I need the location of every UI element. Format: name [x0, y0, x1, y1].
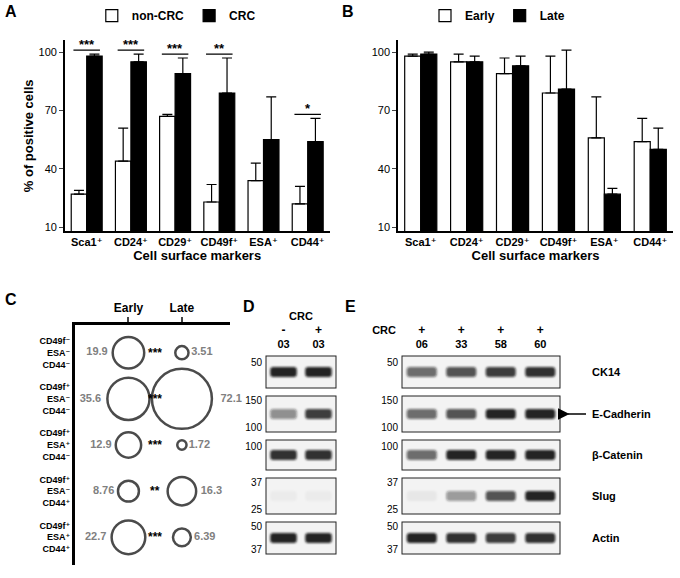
svg-text:100: 100 [245, 441, 262, 452]
svg-text:CD49f⁻ESA⁻CD44⁻: CD49f⁻ESA⁻CD44⁻ [39, 336, 70, 369]
svg-text:***: *** [148, 530, 162, 544]
svg-text:E: E [345, 298, 356, 315]
svg-text:19.9: 19.9 [86, 345, 107, 357]
svg-text:CD49f⁺ESA⁺CD44⁺: CD49f⁺ESA⁺CD44⁺ [39, 521, 70, 554]
svg-text:***: *** [148, 346, 162, 360]
svg-text:*: * [305, 101, 311, 116]
svg-text:100: 100 [372, 46, 390, 58]
svg-text:50: 50 [387, 521, 399, 532]
svg-text:37: 37 [251, 477, 263, 488]
svg-text:60: 60 [534, 338, 546, 350]
svg-text:100: 100 [245, 422, 262, 433]
svg-text:CD24⁺: CD24⁺ [114, 236, 148, 248]
svg-text:+: + [458, 323, 465, 337]
svg-text:CK14: CK14 [592, 366, 621, 378]
svg-text:35.6: 35.6 [80, 392, 101, 404]
svg-text:Actin: Actin [592, 532, 620, 544]
svg-text:***: *** [167, 41, 183, 56]
svg-text:+: + [315, 323, 322, 337]
svg-text:CD49f⁺ESA⁺CD44⁻: CD49f⁺ESA⁺CD44⁻ [39, 428, 70, 461]
svg-text:+: + [418, 323, 425, 337]
svg-text:Cell surface markers: Cell surface markers [133, 248, 261, 263]
svg-text:3.51: 3.51 [191, 345, 212, 357]
svg-text:Early: Early [114, 301, 144, 315]
svg-text:150: 150 [245, 395, 262, 406]
svg-text:25: 25 [387, 504, 399, 515]
svg-text:CD44⁺: CD44⁺ [633, 236, 667, 248]
svg-text:Slug: Slug [592, 490, 616, 502]
svg-text:D: D [243, 298, 255, 315]
svg-text:22.7: 22.7 [85, 530, 106, 542]
svg-text:CD49f⁺ESA⁻CD44⁺: CD49f⁺ESA⁻CD44⁺ [39, 475, 70, 508]
svg-text:40: 40 [378, 163, 390, 175]
svg-text:CD49f⁺: CD49f⁺ [201, 236, 239, 248]
svg-text:A: A [5, 3, 17, 20]
svg-text:**: ** [214, 41, 225, 56]
svg-text:100: 100 [39, 46, 57, 58]
svg-text:B: B [342, 3, 354, 20]
svg-text:Late: Late [540, 9, 565, 23]
svg-text:C: C [5, 291, 17, 308]
svg-text:50: 50 [251, 357, 263, 368]
svg-text:33: 33 [455, 338, 467, 350]
svg-text:Early: Early [465, 9, 495, 23]
svg-text:03: 03 [312, 338, 324, 350]
svg-text:-: - [282, 323, 286, 337]
svg-text:50: 50 [387, 357, 399, 368]
svg-text:100: 100 [381, 441, 398, 452]
svg-text:70: 70 [45, 104, 57, 116]
svg-text:CRC: CRC [372, 324, 396, 336]
svg-text:8.76: 8.76 [93, 484, 114, 496]
svg-text:100: 100 [381, 422, 398, 433]
svg-text:***: *** [148, 438, 162, 452]
svg-text:37: 37 [387, 477, 399, 488]
svg-text:Cell surface markers: Cell surface markers [472, 248, 600, 263]
svg-text:non-CRC: non-CRC [132, 9, 184, 23]
svg-text:58: 58 [495, 338, 507, 350]
svg-text:CD29⁺: CD29⁺ [496, 236, 530, 248]
svg-text:**: ** [150, 484, 160, 498]
svg-text:CD24⁺: CD24⁺ [450, 236, 484, 248]
svg-text:40: 40 [45, 163, 57, 175]
svg-text:72.1: 72.1 [220, 392, 241, 404]
svg-text:10: 10 [378, 221, 390, 233]
svg-text:25: 25 [251, 504, 263, 515]
svg-text:CRC: CRC [289, 310, 313, 322]
svg-text:***: *** [79, 37, 95, 52]
svg-text:CD44⁺: CD44⁺ [291, 236, 325, 248]
svg-text:CRC: CRC [229, 9, 255, 23]
svg-text:37: 37 [387, 544, 399, 555]
svg-text:E-Cadherin: E-Cadherin [592, 408, 651, 420]
svg-text:150: 150 [381, 395, 398, 406]
svg-text:Sca1⁺: Sca1⁺ [71, 236, 103, 248]
svg-text:06: 06 [416, 338, 428, 350]
svg-text:6.39: 6.39 [194, 530, 215, 542]
svg-text:+: + [497, 323, 504, 337]
svg-text:***: *** [123, 37, 139, 52]
svg-text:03: 03 [277, 338, 289, 350]
svg-text:% of positive cells: % of positive cells [21, 79, 36, 192]
svg-text:CD49f⁺: CD49f⁺ [540, 236, 578, 248]
svg-text:Late: Late [170, 301, 195, 315]
svg-text:β-Catenin: β-Catenin [592, 449, 643, 461]
svg-text:1.72: 1.72 [189, 438, 210, 450]
svg-text:10: 10 [45, 221, 57, 233]
svg-text:CD29⁺: CD29⁺ [158, 236, 192, 248]
svg-text:Sca1⁺: Sca1⁺ [405, 236, 437, 248]
svg-text:CD49f⁺ESA⁻CD44⁻: CD49f⁺ESA⁻CD44⁻ [39, 382, 70, 415]
svg-text:50: 50 [251, 521, 263, 532]
svg-text:12.9: 12.9 [90, 438, 111, 450]
svg-text:70: 70 [378, 104, 390, 116]
svg-text:16.3: 16.3 [201, 484, 222, 496]
svg-text:ESA⁺: ESA⁺ [590, 236, 619, 248]
svg-text:37: 37 [251, 544, 263, 555]
svg-text:+: + [537, 323, 544, 337]
svg-text:***: *** [148, 392, 162, 406]
svg-text:ESA⁺: ESA⁺ [249, 236, 278, 248]
